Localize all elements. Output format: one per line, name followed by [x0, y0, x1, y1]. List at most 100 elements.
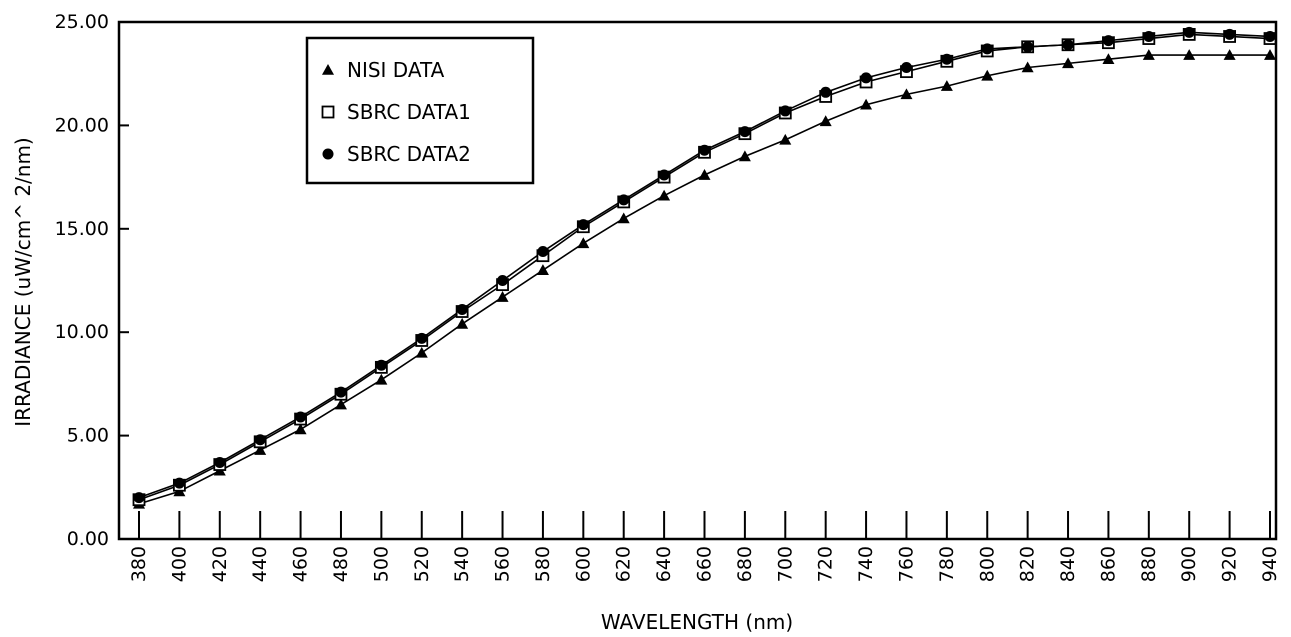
x-tick-label: 380 [128, 546, 150, 582]
y-tick-label: 15.00 [55, 218, 109, 240]
point-circle [577, 219, 589, 231]
point-triangle [1142, 49, 1155, 60]
point-circle [254, 434, 266, 446]
x-tick-label: 800 [976, 546, 998, 582]
point-circle [658, 169, 670, 181]
x-tick-label: 400 [168, 546, 190, 582]
point-triangle [496, 291, 509, 302]
x-tick-label: 620 [613, 546, 635, 582]
point-circle [295, 411, 307, 423]
point-triangle [981, 69, 994, 81]
legend-label: SBRC DATA2 [347, 142, 471, 166]
point-circle [699, 144, 710, 156]
legend-marker-square-open [321, 105, 335, 119]
point-triangle [415, 346, 428, 358]
point-circle [779, 105, 791, 117]
x-tick-label: 900 [1178, 546, 1200, 582]
point-triangle [536, 264, 549, 275]
point-circle [820, 86, 832, 98]
point-circle [1183, 26, 1195, 38]
point-circle [173, 477, 185, 489]
x-tick-label: 420 [209, 546, 231, 582]
y-tick-label: 25.00 [55, 11, 109, 33]
point-triangle [577, 237, 590, 249]
y-tick-label: 0.00 [67, 528, 109, 550]
point-circle [375, 359, 387, 371]
point-circle [133, 492, 145, 504]
point-circle [739, 126, 751, 138]
point-circle [1224, 28, 1236, 40]
plot-frame [117, 20, 1278, 541]
point-circle [1022, 41, 1034, 53]
y-tick-label: 20.00 [55, 114, 109, 136]
x-tick-label: 480 [330, 546, 352, 582]
point-circle [497, 275, 509, 286]
legend-marker-circle [322, 148, 334, 160]
point-circle [1264, 30, 1276, 42]
point-circle [900, 61, 912, 73]
y-tick-label: 10.00 [55, 321, 109, 343]
x-tick-label: 640 [653, 546, 675, 582]
x-tick-label: 940 [1259, 546, 1281, 582]
point-triangle [1223, 49, 1236, 60]
point-circle [214, 456, 226, 468]
x-axis-title: WAVELENGTH (nm) [601, 610, 793, 634]
x-tick-label: 520 [411, 546, 433, 582]
point-triangle [1062, 57, 1075, 69]
point-circle [1062, 39, 1074, 51]
x-tick-label: 660 [694, 546, 716, 582]
point-circle [537, 246, 549, 258]
x-tick-label: 460 [290, 546, 312, 582]
point-triangle [1102, 53, 1115, 65]
y-tick-label: 5.00 [67, 425, 109, 447]
x-tick-label: 780 [936, 546, 958, 582]
x-axis-ticks: 380 400 420 440 460 480 500 520 540 560 580 600 620 6… [128, 511, 1281, 582]
x-tick-label: 720 [815, 546, 837, 582]
legend: NISI DATA SBRC DATA1 SBRC DATA2 [305, 36, 535, 185]
legend-marker-triangle [322, 64, 334, 75]
point-triangle [900, 88, 913, 100]
legend-items: NISI DATA SBRC DATA1 SBRC DATA2 [321, 58, 471, 166]
x-tick-label: 560 [492, 546, 514, 582]
x-tick-label: 880 [1138, 546, 1160, 582]
x-tick-label: 740 [855, 546, 877, 582]
point-triangle [1021, 61, 1034, 73]
x-tick-label: 820 [1017, 546, 1039, 582]
x-tick-label: 920 [1219, 546, 1241, 582]
point-circle [335, 386, 347, 398]
x-tick-label: 700 [774, 546, 796, 582]
point-triangle [738, 150, 751, 162]
point-circle [860, 72, 872, 84]
point-circle [1102, 35, 1114, 47]
x-tick-label: 580 [532, 546, 554, 582]
y-axis-title: IRRADIANCE (uW/cm^ 2/nm) [11, 137, 35, 426]
y-axis-ticks: 0.00 5.00 10.00 15.00 20.00 25.00 [55, 11, 129, 550]
legend-label: NISI DATA [347, 58, 445, 82]
point-triangle [658, 189, 671, 201]
x-tick-label: 680 [734, 546, 756, 582]
point-triangle [1264, 49, 1276, 60]
point-triangle [254, 444, 267, 455]
x-tick-label: 600 [572, 546, 594, 582]
x-tick-label: 840 [1057, 546, 1079, 582]
series-layer [132, 26, 1277, 509]
x-tick-label: 760 [895, 546, 917, 582]
point-circle [456, 303, 468, 315]
point-triangle [1183, 49, 1196, 60]
point-circle [1143, 30, 1155, 42]
point-triangle [819, 115, 832, 127]
point-triangle [940, 80, 953, 91]
point-triangle [334, 398, 347, 410]
point-circle [941, 53, 953, 65]
point-triangle [779, 133, 792, 145]
legend-label: SBRC DATA1 [347, 100, 471, 124]
x-tick-label: 540 [451, 546, 473, 582]
x-tick-label: 440 [249, 546, 271, 582]
point-circle [618, 194, 630, 206]
point-triangle [294, 423, 307, 435]
x-tick-label: 500 [370, 546, 392, 582]
point-triangle [617, 212, 630, 224]
point-triangle [698, 169, 711, 180]
point-triangle [375, 373, 388, 385]
